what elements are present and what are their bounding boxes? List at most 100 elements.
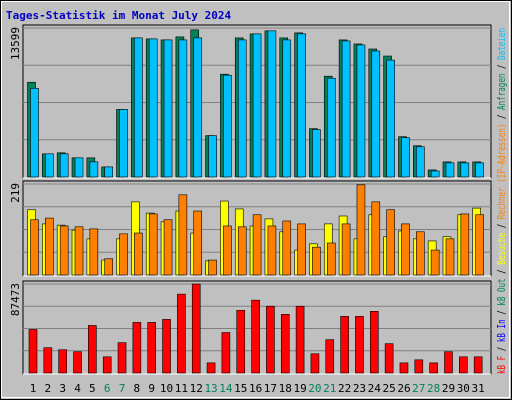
x-tick-label: 22 bbox=[338, 382, 351, 395]
bar bbox=[252, 214, 262, 276]
bar bbox=[223, 74, 232, 178]
bar bbox=[148, 213, 158, 276]
bar bbox=[355, 316, 364, 374]
bar bbox=[193, 37, 203, 178]
bar bbox=[444, 351, 453, 374]
bar bbox=[280, 314, 290, 374]
bar bbox=[59, 153, 69, 178]
bar bbox=[460, 213, 470, 276]
bar bbox=[221, 332, 231, 374]
bar bbox=[297, 223, 306, 276]
bar bbox=[177, 293, 186, 374]
x-tick-label: 5 bbox=[89, 382, 96, 395]
bar bbox=[252, 33, 262, 178]
x-tick-label: 12 bbox=[190, 382, 203, 395]
bar bbox=[445, 162, 455, 178]
bar bbox=[445, 238, 455, 276]
x-tick-label: 30 bbox=[457, 382, 470, 395]
bar bbox=[45, 217, 54, 276]
bar bbox=[251, 299, 260, 374]
bar bbox=[206, 362, 216, 374]
legend-entry: kB Out bbox=[495, 278, 508, 305]
bar bbox=[73, 351, 82, 374]
legend-entry: kB In bbox=[495, 319, 508, 342]
x-tick-label: 7 bbox=[119, 382, 126, 395]
bar bbox=[475, 162, 484, 178]
bar bbox=[475, 214, 484, 276]
x-tick-label: 25 bbox=[383, 382, 396, 395]
x-tick-label: 3 bbox=[59, 382, 66, 395]
y-tick-label: 87473 bbox=[9, 283, 22, 316]
bar bbox=[58, 349, 67, 374]
bar bbox=[132, 322, 142, 374]
x-tick-label: 13 bbox=[204, 382, 217, 395]
x-tick-label: 10 bbox=[160, 382, 173, 395]
legend-separator: / bbox=[495, 219, 508, 233]
bar bbox=[134, 37, 143, 178]
bar bbox=[208, 259, 217, 276]
x-tick-label: 17 bbox=[264, 382, 277, 395]
bar bbox=[89, 228, 99, 276]
bar bbox=[356, 44, 366, 178]
bar bbox=[163, 39, 173, 178]
y-tick-label: 219 bbox=[9, 183, 22, 203]
bar bbox=[430, 249, 440, 276]
x-tick-label: 14 bbox=[219, 382, 233, 395]
bar bbox=[74, 157, 84, 178]
bar bbox=[416, 146, 425, 178]
x-tick-label: 23 bbox=[353, 382, 366, 395]
legend-separator: / bbox=[495, 60, 508, 74]
x-tick-label: 20 bbox=[308, 382, 321, 395]
bar bbox=[267, 30, 277, 178]
x-tick-label: 2 bbox=[45, 382, 52, 395]
bar bbox=[459, 356, 468, 374]
bar bbox=[88, 325, 97, 374]
x-tick-label: 1 bbox=[30, 382, 37, 395]
bar bbox=[460, 162, 470, 178]
bar bbox=[119, 233, 128, 276]
bar bbox=[223, 225, 232, 276]
bar bbox=[208, 135, 217, 178]
bar bbox=[341, 40, 351, 178]
bar bbox=[297, 33, 306, 178]
bar bbox=[134, 232, 143, 276]
bar bbox=[191, 283, 201, 374]
bar bbox=[28, 329, 38, 374]
x-tick-label: 6 bbox=[104, 382, 111, 395]
bar bbox=[30, 219, 39, 276]
x-tick-label: 4 bbox=[74, 382, 81, 395]
x-tick-label: 15 bbox=[234, 382, 247, 395]
bar bbox=[45, 153, 54, 178]
bar bbox=[104, 258, 113, 276]
chart-title: Tages-Statistik im Monat July 2024 bbox=[6, 9, 232, 22]
bar bbox=[401, 223, 410, 276]
x-tick-label: 9 bbox=[148, 382, 155, 395]
bar bbox=[414, 359, 424, 374]
legend-separator: / bbox=[495, 110, 508, 124]
legend-entry: kB F bbox=[495, 356, 508, 374]
bar bbox=[266, 305, 275, 374]
bar bbox=[399, 362, 409, 374]
bar bbox=[326, 242, 336, 276]
bar bbox=[89, 161, 99, 178]
legend-separator: / bbox=[495, 342, 508, 356]
bar bbox=[386, 209, 395, 276]
bar bbox=[104, 166, 113, 178]
bar bbox=[429, 362, 438, 374]
bar bbox=[178, 194, 188, 276]
bar bbox=[416, 231, 425, 276]
bar bbox=[356, 184, 366, 276]
legend-separator: / bbox=[495, 265, 508, 279]
bar bbox=[341, 223, 351, 276]
bar bbox=[282, 39, 292, 178]
bar bbox=[384, 343, 394, 374]
bar bbox=[30, 87, 39, 178]
x-tick-label: 16 bbox=[249, 382, 262, 395]
bar bbox=[312, 246, 321, 276]
bar bbox=[295, 305, 305, 374]
legend-entry: Dateien bbox=[495, 28, 508, 60]
bar bbox=[59, 225, 69, 276]
x-tick-label: 19 bbox=[293, 382, 306, 395]
